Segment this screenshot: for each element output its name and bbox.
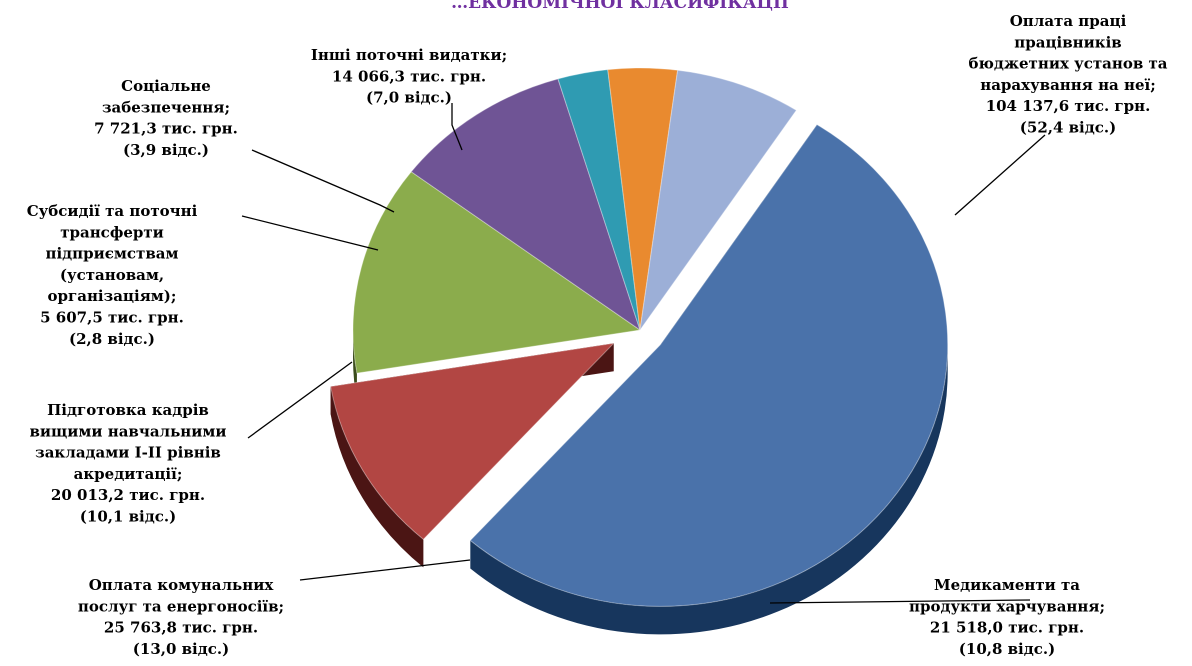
data-label-utilities: Оплата комунальних послуг та енергоносіїв… — [78, 576, 284, 658]
data-label-line: Субсидії та поточні — [27, 202, 198, 220]
data-label-line: Оплата праці — [1010, 12, 1127, 30]
pie-slice-utilities — [352, 171, 642, 374]
data-label-line: нарахування на неї; — [980, 76, 1156, 94]
data-label-line: 21 518,0 тис. грн. — [930, 619, 1084, 637]
pie-slice-side-medicines-food — [330, 386, 424, 568]
data-label-line: (13,0 відс.) — [133, 640, 229, 658]
data-label-line: (10,8 відс.) — [959, 640, 1055, 658]
data-label-line: 14 066,3 тис. грн. — [332, 67, 486, 85]
data-label-line: (3,9 відс.) — [123, 141, 209, 159]
data-label-line: продукти харчування; — [909, 597, 1105, 615]
data-label-line: організаціям); — [48, 287, 177, 305]
leader-line-training — [247, 361, 353, 439]
data-label-line: 5 607,5 тис. грн. — [40, 309, 184, 327]
data-label-line: (52,4 відс.) — [1020, 119, 1116, 137]
data-label-training: Підготовка кадрів вищими навчальними закла… — [29, 401, 226, 526]
data-label-line: забезпечення; — [102, 98, 230, 116]
data-label-line: працівників — [1014, 33, 1121, 51]
data-label-line: трансферти — [60, 223, 164, 241]
chart-title-partial: …ЕКОНОМІЧНОЇ КЛАСИФІКАЦІЇ — [451, 0, 789, 13]
data-label-line: вищими навчальними — [29, 422, 226, 440]
data-label-line: 7 721,3 тис. грн. — [94, 120, 238, 138]
pie-slice-side-salary — [470, 344, 948, 635]
data-label-line: 20 013,2 тис. грн. — [51, 486, 205, 504]
data-label-other: Інші поточні видатки; 14 066,3 тис. грн. (… — [311, 46, 507, 107]
leader-line-medicines-food — [769, 599, 1031, 604]
leader-line-other — [451, 103, 463, 151]
data-label-line: Підготовка кадрів — [47, 401, 209, 419]
data-label-line: Медикаменти та — [934, 576, 1080, 594]
pie-slice-medicines-food — [330, 342, 616, 541]
pie-slice-salary — [469, 123, 949, 607]
data-label-line: Інші поточні видатки; — [311, 46, 507, 64]
data-label-line: (10,1 відс.) — [80, 508, 176, 526]
pie-slice-other — [639, 69, 798, 331]
data-label-line: (2,8 відс.) — [69, 330, 155, 348]
data-label-line: (7,0 відс.) — [366, 89, 452, 107]
data-label-line: акредитації; — [74, 465, 183, 483]
leader-line-social — [251, 149, 395, 213]
pie-slice-training — [410, 78, 641, 332]
data-label-line: Соціальне — [121, 77, 211, 95]
data-label-line: послуг та енергоносіїв; — [78, 597, 284, 615]
data-label-line: закладами І-ІІ рівнів — [35, 444, 221, 462]
pie-slice-subsidies — [557, 69, 641, 331]
pie-slice-social — [607, 67, 679, 331]
leader-line-salary — [954, 134, 1046, 216]
leader-line-utilities — [299, 559, 471, 581]
leader-line-subsidies — [241, 215, 379, 251]
data-label-line: бюджетних установ та — [968, 55, 1167, 73]
data-label-social: Соціальне забезпечення; 7 721,3 тис. грн. (… — [94, 77, 238, 159]
data-label-line: 104 137,6 тис. грн. — [986, 97, 1151, 115]
data-label-line: (установам, — [60, 266, 164, 284]
data-label-line: Оплата комунальних — [89, 576, 275, 594]
data-label-medicines-food: Медикаменти та продукти харчування; 21 518… — [909, 576, 1105, 658]
data-label-salary: Оплата праці працівників бюджетних установ… — [968, 12, 1167, 137]
data-label-line: підприємствам — [45, 245, 178, 263]
data-label-subsidies: Субсидії та поточні трансферти підприємств… — [27, 202, 198, 348]
data-label-line: 25 763,8 тис. грн. — [104, 619, 258, 637]
